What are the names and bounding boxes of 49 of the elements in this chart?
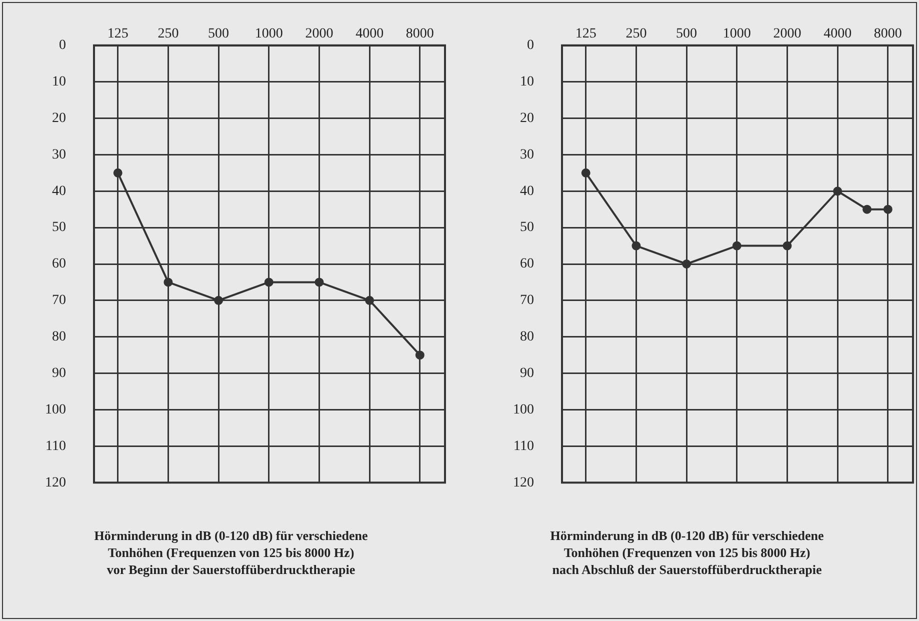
y-tick-label: 120 [45,475,66,490]
x-tick-label: 250 [158,26,179,42]
x-axis-title: Hörminderung in dB (0-120 dB) für verschiedene Tonhöhen (Frequenzen von 125 bis 8000 Hz) nach Abschluß der Sauerstoffüberdrucktherapie [549,527,825,578]
y-tick-label: 0 [527,38,534,54]
y-tick-label: 20 [520,110,534,126]
y-tick-label: 120 [513,475,534,490]
point [164,278,173,287]
x-tick-label: 4000 [356,26,384,42]
y-tick-label: 100 [45,402,66,418]
point [365,296,374,305]
y-tick-label: 20 [52,110,66,126]
y-tick-label: 70 [52,293,66,308]
y-tick-label: 60 [52,256,66,272]
y-tick-label: 50 [520,220,534,236]
x-tick-label: 1000 [722,26,751,42]
y-tick-label: 90 [520,366,534,381]
y-tick-label: 0 [59,38,66,54]
x-tick-label: 125 [575,26,596,42]
y-tick-label: 10 [520,74,534,90]
point [415,350,424,360]
point [264,278,274,287]
x-tick-label: 2000 [773,26,802,42]
x-tick-label: 8000 [874,26,902,42]
y-tick-label: 110 [514,438,534,454]
y-tick-label: 70 [520,293,534,308]
point [314,278,324,287]
x-tick-label: 250 [626,26,647,42]
y-tick-label: 40 [52,184,66,199]
x-tick-label: 8000 [406,26,434,42]
y-tick-label: 40 [520,184,534,199]
x-tick-label: 500 [208,26,230,42]
y-tick-label: 80 [52,330,66,345]
x-tick-label: 500 [676,26,698,42]
y-tick-label: 30 [520,147,534,162]
x-tick-label: 2000 [305,26,334,42]
x-tick-label: 1000 [254,26,283,42]
x-tick-label: 4000 [824,26,852,42]
y-tick-label: 100 [513,402,534,418]
y-tick-label: 80 [520,330,534,345]
x-tick-label: 125 [107,26,128,42]
point [214,296,224,305]
y-tick-label: 50 [52,220,66,236]
y-tick-label: 10 [52,74,66,90]
y-tick-label: 110 [46,438,66,454]
y-tick-label: 90 [52,366,66,381]
y-tick-label: 30 [52,147,66,162]
y-tick-label: 60 [520,256,534,272]
x-axis-title: Hörminderung in dB (0-120 dB) für verschiedene Tonhöhen (Frequenzen von 125 bis 8000 Hz) vor Beginn der Sauerstoffüberdrucktherapie [93,527,369,578]
point [113,168,122,178]
